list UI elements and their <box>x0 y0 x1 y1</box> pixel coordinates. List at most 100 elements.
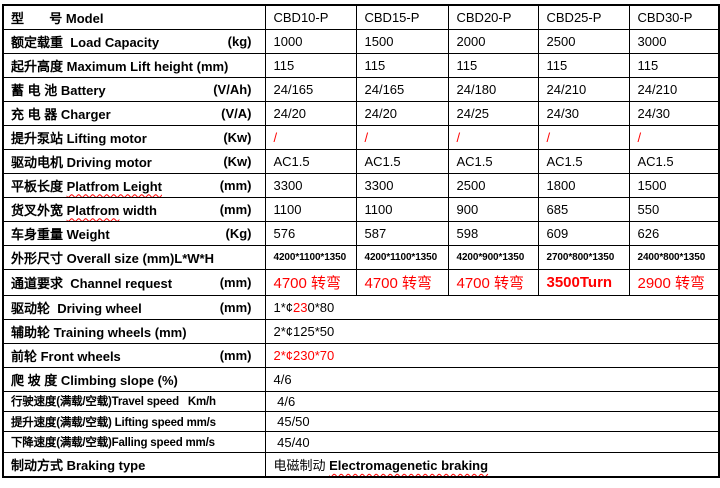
row-driving-wheel: 驱动轮 Driving wheel (mm) 1*¢230*80 <box>2 294 720 320</box>
model-label-text: 型 号 Model <box>11 8 103 27</box>
lifting-speed-label-text: 提升速度(满载/空载) Lifting speed mm/s <box>11 414 216 430</box>
climbing-slope-value-merged: 4/6 <box>264 366 720 392</box>
text-segment: 型 号 Model <box>11 11 104 27</box>
travel-speed-label: 行驶速度(满载/空载)Travel speed Km/h <box>11 393 252 409</box>
platform-length-label: 平板长度 Platfrom Leight (mm) <box>11 176 252 195</box>
model-label-cell: 型 号 Model <box>2 4 266 31</box>
text-segment: 下降速度(满载/空载)Falling speed mm/s <box>11 437 215 450</box>
load-capacity-value-4: 3000 <box>628 29 720 54</box>
channel-request-value-1: 4700 转弯 <box>355 268 449 296</box>
lifting-motor-value-2: / <box>447 124 539 150</box>
weight-label-text: 车身重量 Weight <box>11 224 110 243</box>
spec-table-body: 型 号 Model CBD10-P CBD15-P CBD20-P CBD25-P CBD… <box>2 4 720 478</box>
row-battery: 蓄 电 池 Battery (V/Ah) 24/165 24/165 24/180 24/… <box>2 76 720 102</box>
lift-height-label: 起升高度 Maximum Lift height (mm) <box>11 56 252 75</box>
model-header-cbd20-p: CBD20-P <box>447 4 539 31</box>
text-segment: 2*¢230*70 <box>273 347 335 363</box>
row-platform-length: 平板长度 Platfrom Leight (mm) 3300 3300 2500 1800… <box>2 172 720 198</box>
front-wheels-unit: (mm) <box>219 347 252 363</box>
driving-motor-value-2: AC1.5 <box>447 148 539 174</box>
row-platform-width: 货叉外宽 Platfrom width (mm) 1100 1100 900 685 550 <box>2 196 720 222</box>
text-segment: 提升速度(满载/空载) Lifting speed mm/s <box>11 416 216 429</box>
driving-wheel-label-text: 驱动轮 Driving wheel <box>11 298 142 317</box>
lifting-speed-value-merged: 45/50 <box>264 411 720 433</box>
platform-width-unit: (mm) <box>219 201 252 217</box>
weight-value-3: 609 <box>537 220 630 246</box>
climbing-slope-label: 爬 坡 度 Climbing slope (%) <box>11 370 252 389</box>
model-header-cbd10-p: CBD10-P <box>264 4 357 31</box>
text-segment: 通道要求 Channel request <box>11 275 173 291</box>
text-segment: 起升高度 Maximum Lift height (mm) <box>11 58 229 74</box>
battery-value-3: 24/210 <box>537 76 630 102</box>
weight-value-2: 598 <box>447 220 539 246</box>
text-segment: Platfrom <box>66 202 120 218</box>
platform-length-value-3: 1800 <box>537 172 630 198</box>
load-capacity-value-0: 1000 <box>264 29 357 54</box>
charger-unit: (V/A) <box>221 105 252 121</box>
falling-speed-label-text: 下降速度(满载/空载)Falling speed mm/s <box>11 434 215 450</box>
lift-height-label-text: 起升高度 Maximum Lift height (mm) <box>11 56 228 75</box>
row-lifting-speed: 提升速度(满载/空载) Lifting speed mm/s 45/50 <box>2 411 720 433</box>
lifting-speed-label-cell: 提升速度(满载/空载) Lifting speed mm/s <box>2 411 266 433</box>
lifting-motor-unit: (Kw) <box>223 129 252 145</box>
platform-width-value-0: 1100 <box>264 196 357 222</box>
channel-request-value-0: 4700 转弯 <box>264 268 357 296</box>
weight-value-1: 587 <box>355 220 449 246</box>
overall-size-label: 外形尺寸 Overall size (mm)L*W*H <box>11 248 252 267</box>
text-segment: 货叉外宽 <box>11 202 67 218</box>
row-front-wheels: 前轮 Front wheels (mm) 2*¢230*70 <box>2 342 720 368</box>
text-segment: 提升泵站 Lifting motor <box>11 130 147 146</box>
platform-width-label: 货叉外宽 Platfrom width (mm) <box>11 200 252 219</box>
weight-label: 车身重量 Weight (Kg) <box>11 224 252 243</box>
front-wheels-label-cell: 前轮 Front wheels (mm) <box>2 342 266 368</box>
row-load-capacity: 额定载重 Load Capacity (kg) 1000 1500 2000 2500 30… <box>2 29 720 54</box>
travel-speed-label-text: 行驶速度(满载/空载)Travel speed Km/h <box>11 393 216 409</box>
text-segment: 2*¢125*50 <box>273 323 335 339</box>
braking-type-label-cell: 制动方式 Braking type <box>2 451 266 478</box>
platform-length-label-cell: 平板长度 Platfrom Leight (mm) <box>2 172 266 198</box>
training-wheels-label: 辅助轮 Training wheels (mm) <box>11 322 252 341</box>
overall-size-value-4: 2400*800*1350 <box>628 244 720 270</box>
platform-length-value-2: 2500 <box>447 172 539 198</box>
lifting-motor-value-4: / <box>628 124 720 150</box>
text-segment: 额定载重 Load Capacity <box>11 35 160 51</box>
driving-wheel-unit: (mm) <box>219 299 252 315</box>
text-segment: Electromagenetic braking <box>329 457 489 473</box>
training-wheels-value-merged: 2*¢125*50 <box>264 318 720 344</box>
lifting-motor-label-text: 提升泵站 Lifting motor <box>11 128 147 147</box>
driving-wheel-value-merged: 1*¢230*80 <box>264 294 720 320</box>
model-label: 型 号 Model <box>11 8 252 27</box>
row-weight: 车身重量 Weight (Kg) 576 587 598 609 626 <box>2 220 720 246</box>
row-overall-size: 外形尺寸 Overall size (mm)L*W*H 4200*1100*135… <box>2 244 720 270</box>
falling-speed-label-cell: 下降速度(满载/空载)Falling speed mm/s <box>2 431 266 453</box>
charger-label: 充 电 器 Charger (V/A) <box>11 104 252 123</box>
channel-request-value-3: 3500Turn <box>537 268 630 296</box>
model-header-cbd15-p: CBD15-P <box>355 4 449 31</box>
driving-motor-label-cell: 驱动电机 Driving motor (Kw) <box>2 148 266 174</box>
weight-value-0: 576 <box>264 220 357 246</box>
channel-request-unit: (mm) <box>219 274 252 290</box>
row-braking-type: 制动方式 Braking type 电磁制动 Electromagenetic b… <box>2 451 720 478</box>
lift-height-value-3: 115 <box>537 53 630 78</box>
row-lift-height: 起升高度 Maximum Lift height (mm) 115 115 115 11… <box>2 53 720 78</box>
lift-height-value-0: 115 <box>264 53 357 78</box>
weight-label-cell: 车身重量 Weight (Kg) <box>2 220 266 246</box>
text-segment: 制动方式 Braking type <box>11 457 146 473</box>
lifting-motor-value-3: / <box>537 124 630 150</box>
front-wheels-label: 前轮 Front wheels (mm) <box>11 346 252 365</box>
lifting-motor-value-1: / <box>355 124 449 150</box>
battery-value-2: 24/180 <box>447 76 539 102</box>
lifting-motor-label: 提升泵站 Lifting motor (Kw) <box>11 128 252 147</box>
row-travel-speed: 行驶速度(满载/空载)Travel speed Km/h 4/6 <box>2 390 720 413</box>
row-model: 型 号 Model CBD10-P CBD15-P CBD20-P CBD25-P CBD… <box>2 4 720 31</box>
front-wheels-value-merged: 2*¢230*70 <box>264 342 720 368</box>
climbing-slope-label-cell: 爬 坡 度 Climbing slope (%) <box>2 366 266 392</box>
braking-type-value-merged: 电磁制动 Electromagenetic braking <box>264 451 720 478</box>
charger-value-0: 24/20 <box>264 100 357 126</box>
driving-motor-label: 驱动电机 Driving motor (Kw) <box>11 152 252 171</box>
lift-height-value-4: 115 <box>628 53 720 78</box>
driving-motor-unit: (Kw) <box>223 153 252 169</box>
row-channel-request: 通道要求 Channel request (mm) 4700 转弯 4700 转弯 47… <box>2 268 720 296</box>
text-segment: 行驶速度(满载/空载)Travel speed Km/h <box>11 396 216 409</box>
charger-value-4: 24/30 <box>628 100 720 126</box>
